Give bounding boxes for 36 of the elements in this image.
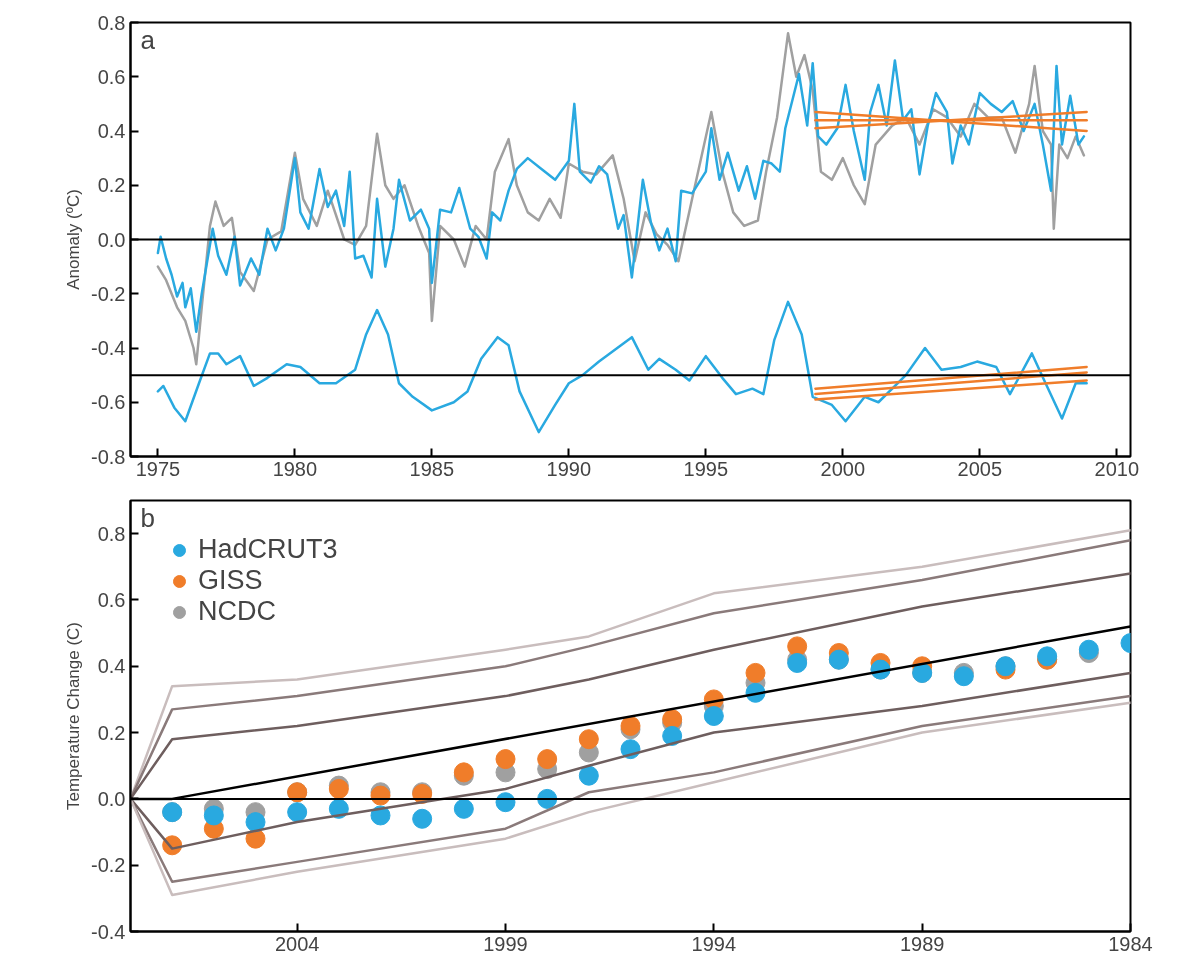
x-tick-label: 2000 [820, 457, 866, 480]
x-tick-label: 1985 [409, 457, 455, 480]
y-tick-label: -0.6 [91, 391, 126, 414]
y-tick-label: -0.2 [91, 854, 126, 877]
y-axis-title: Anomaly (ºC) [64, 189, 84, 290]
x-tick-label: 1994 [691, 932, 737, 953]
x-tick-label: 1999 [483, 932, 528, 953]
legend-label: NCDC [198, 596, 276, 627]
x-tick-label: 1995 [683, 457, 729, 480]
legend-label: HadCRUT3 [198, 534, 338, 565]
x-tick-label: 1980 [272, 457, 318, 480]
y-tick-label: 0.0 [97, 228, 126, 251]
legend-label: GISS [198, 565, 263, 596]
y-tick-label: 0.0 [97, 787, 126, 810]
y-tick-label: -0.2 [91, 282, 126, 305]
x-tick-label: 2010 [1094, 457, 1140, 480]
y-tick-label: 0.4 [97, 655, 126, 678]
y-tick-label: -0.4 [91, 337, 126, 359]
x-tick-label: 1975 [135, 457, 181, 480]
y-tick-label: 0.8 [97, 522, 126, 545]
x-tick-label: 2005 [957, 457, 1003, 480]
y-tick-label: 0.6 [97, 65, 126, 88]
annotation: a [140, 24, 156, 55]
y-tick-label: 0.4 [97, 120, 126, 142]
y-tick-label: -0.8 [91, 445, 126, 468]
x-tick-label: 2004 [274, 932, 320, 953]
x-tick-label: 1990 [546, 457, 592, 480]
y-tick-label: -0.4 [91, 920, 126, 943]
y-tick-label: 0.6 [97, 588, 126, 611]
y-tick-label: 0.2 [97, 174, 126, 197]
annotation: b [140, 502, 155, 533]
x-tick-label: 1984 [1108, 932, 1153, 953]
y-tick-label: 0.2 [97, 721, 126, 744]
x-tick-label: 1989 [899, 932, 945, 953]
y-axis-title: Temperature Change (C) [64, 621, 84, 811]
y-tick-label: 0.8 [97, 11, 126, 34]
